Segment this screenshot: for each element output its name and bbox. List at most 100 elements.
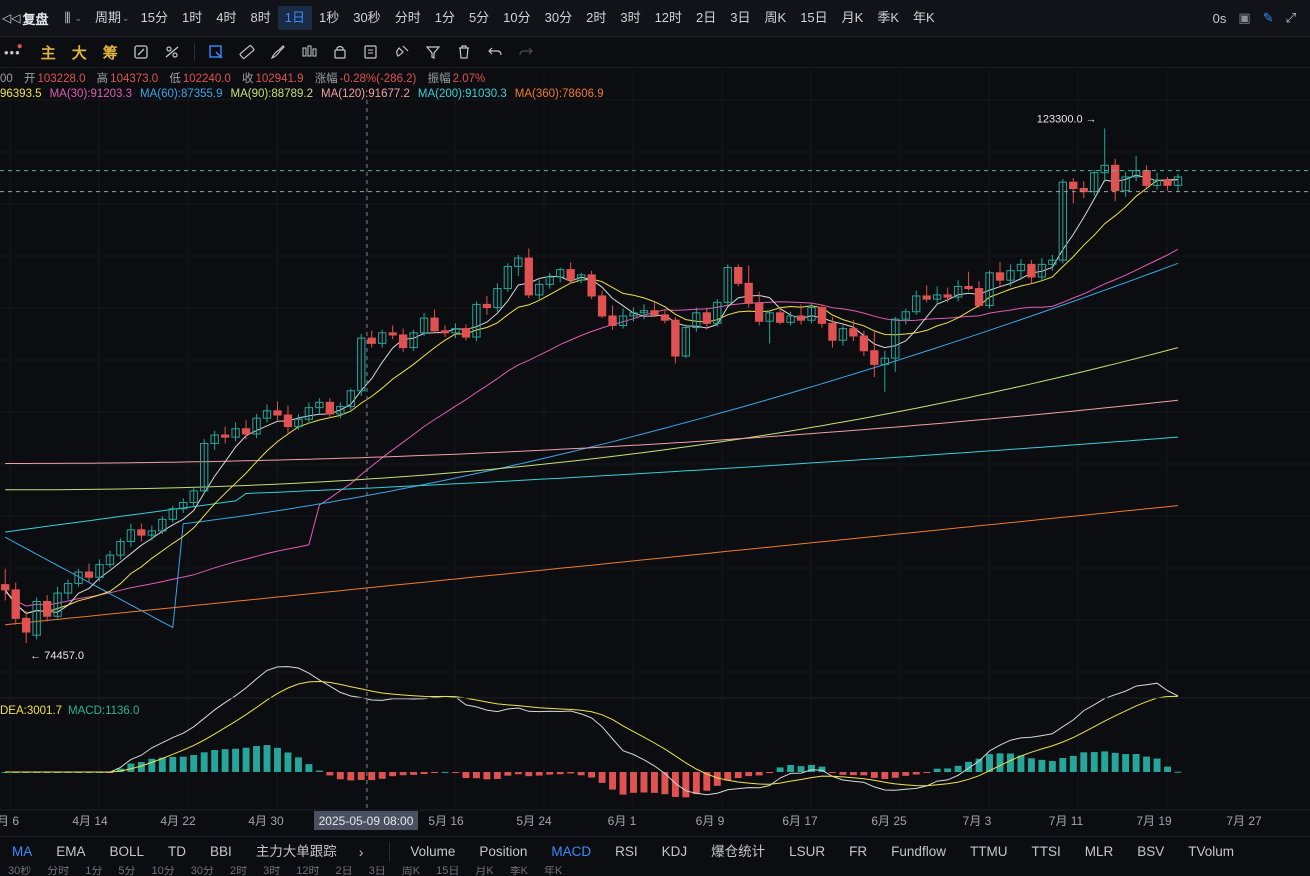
interval-10[interactable]: 10分 — [503, 10, 531, 25]
interval-4[interactable]: 1日 — [277, 6, 312, 30]
partial-interval-10[interactable]: 3日 — [368, 866, 386, 876]
ruler-icon[interactable] — [232, 39, 263, 65]
candle-body — [430, 317, 439, 332]
candle-body — [1152, 179, 1162, 186]
overlay-5[interactable]: 主力大单跟踪 — [255, 844, 337, 859]
big-order-button[interactable]: 大 — [71, 44, 87, 62]
redo-icon[interactable] — [511, 39, 542, 65]
chart-type-icon[interactable]: ⫼ — [64, 10, 71, 25]
overlay-3[interactable]: TD — [168, 844, 187, 859]
interval-8[interactable]: 1分 — [434, 10, 455, 25]
macd-histogram-bar — [253, 746, 260, 772]
partial-interval-4[interactable]: 10分 — [151, 866, 175, 876]
interval-9[interactable]: 5分 — [468, 10, 490, 25]
note-icon[interactable] — [356, 39, 387, 65]
indicator-2[interactable]: MACD — [551, 844, 592, 859]
interval-21[interactable]: 年K — [913, 10, 935, 25]
fullscreen-icon[interactable]: ⤢ — [1285, 10, 1296, 25]
macd-histogram-bar — [232, 748, 240, 772]
brush-icon[interactable] — [263, 39, 294, 65]
partial-interval-5[interactable]: 30分 — [190, 866, 214, 876]
interval-18[interactable]: 15日 — [800, 10, 828, 25]
magnet-icon[interactable] — [387, 39, 418, 65]
pencil-icon[interactable]: ✎ — [1262, 10, 1274, 25]
candle-body — [451, 328, 460, 334]
indicator-1[interactable]: Position — [479, 844, 528, 859]
interval-17[interactable]: 周K — [764, 10, 787, 25]
candle-body — [765, 312, 774, 322]
interval-3[interactable]: 8时 — [250, 10, 271, 25]
interval-20[interactable]: 季K — [877, 10, 899, 25]
partial-interval-7[interactable]: 3时 — [263, 866, 281, 876]
partial-interval-3[interactable]: 5分 — [118, 866, 136, 876]
main-force-button[interactable]: 主 — [40, 44, 56, 62]
undo-icon[interactable] — [480, 39, 511, 65]
chevron-right-icon[interactable]: › — [358, 844, 364, 860]
trash-icon[interactable] — [449, 39, 480, 65]
candle-body — [870, 350, 879, 365]
partial-interval-1[interactable]: 分时 — [47, 866, 70, 876]
replay-icon[interactable]: ◁◁ — [2, 11, 21, 25]
replay-label[interactable]: 复盘 — [22, 11, 49, 27]
partial-interval-13[interactable]: 月K — [475, 866, 494, 876]
interval-11[interactable]: 30分 — [544, 10, 573, 25]
chips-button[interactable]: 筹 — [102, 44, 118, 62]
indicator-11[interactable]: MLR — [1084, 844, 1114, 859]
interval-12[interactable]: 2时 — [586, 10, 607, 25]
macd-histogram-bar — [1059, 758, 1067, 772]
indicator-10[interactable]: TTSI — [1031, 844, 1061, 859]
candle-body — [660, 314, 670, 321]
interval-2[interactable]: 4时 — [216, 10, 237, 25]
period-dropdown[interactable]: 周期 — [95, 10, 122, 25]
cursor-icon[interactable] — [201, 39, 232, 65]
partial-interval-8[interactable]: 12时 — [296, 866, 320, 876]
indicator-0[interactable]: Volume — [410, 844, 456, 859]
partial-interval-11[interactable]: 周K — [401, 866, 421, 876]
candle-body — [315, 401, 324, 409]
indicator-5[interactable]: 爆仓统计 — [711, 844, 766, 859]
interval-14[interactable]: 12时 — [654, 10, 683, 25]
x-axis-label-9: 6月 25 — [871, 814, 907, 828]
indicator-7[interactable]: FR — [849, 844, 868, 859]
compare-icon[interactable] — [126, 39, 157, 65]
partial-interval-6[interactable]: 2时 — [230, 866, 248, 876]
interval-7[interactable]: 分时 — [394, 10, 421, 25]
filter-icon[interactable] — [418, 39, 449, 65]
overlay-1[interactable]: EMA — [56, 844, 86, 859]
interval-19[interactable]: 月K — [841, 10, 864, 25]
overlay-2[interactable]: BOLL — [109, 844, 145, 859]
overlay-0[interactable]: MA — [12, 844, 33, 859]
indicator-3[interactable]: RSI — [615, 844, 638, 859]
interval-13[interactable]: 3时 — [620, 10, 641, 25]
indicator-9[interactable]: TTMU — [969, 844, 1008, 859]
partial-interval-0[interactable]: 30秒 — [8, 866, 32, 876]
lock-icon[interactable] — [325, 39, 356, 65]
candle-body — [252, 417, 261, 435]
settings-icon[interactable] — [157, 39, 188, 65]
partial-interval-9[interactable]: 2日 — [335, 866, 353, 876]
interval-16[interactable]: 3日 — [730, 10, 751, 25]
macd-histogram-bar — [797, 766, 805, 772]
indicator-4[interactable]: KDJ — [661, 844, 688, 859]
camera-icon[interactable]: ▣ — [1238, 10, 1251, 25]
overlay-4[interactable]: BBI — [210, 844, 232, 859]
interval-6[interactable]: 30秒 — [353, 10, 381, 25]
partial-interval-2[interactable]: 1分 — [85, 866, 103, 876]
interval-5[interactable]: 1秒 — [318, 10, 340, 25]
indicator-13[interactable]: TVolum — [1188, 844, 1235, 859]
indicator-8[interactable]: Fundflow — [891, 844, 946, 859]
candle-icon[interactable] — [294, 39, 325, 65]
interval-15[interactable]: 2日 — [696, 10, 717, 25]
interval-1[interactable]: 1时 — [182, 10, 203, 25]
partial-interval-14[interactable]: 季K — [509, 866, 529, 876]
more-icon[interactable]: ••• — [4, 44, 21, 60]
interval-0[interactable]: 15分 — [140, 10, 169, 25]
macd-histogram-bar — [493, 772, 501, 779]
chart-type-chevron-icon[interactable]: ⌄ — [74, 12, 83, 23]
partial-interval-12[interactable]: 15日 — [436, 866, 460, 876]
macd-histogram-bar — [912, 772, 920, 775]
indicator-6[interactable]: LSUR — [789, 844, 826, 859]
indicator-12[interactable]: BSV — [1137, 844, 1165, 859]
partial-interval-15[interactable]: 年K — [544, 866, 563, 876]
